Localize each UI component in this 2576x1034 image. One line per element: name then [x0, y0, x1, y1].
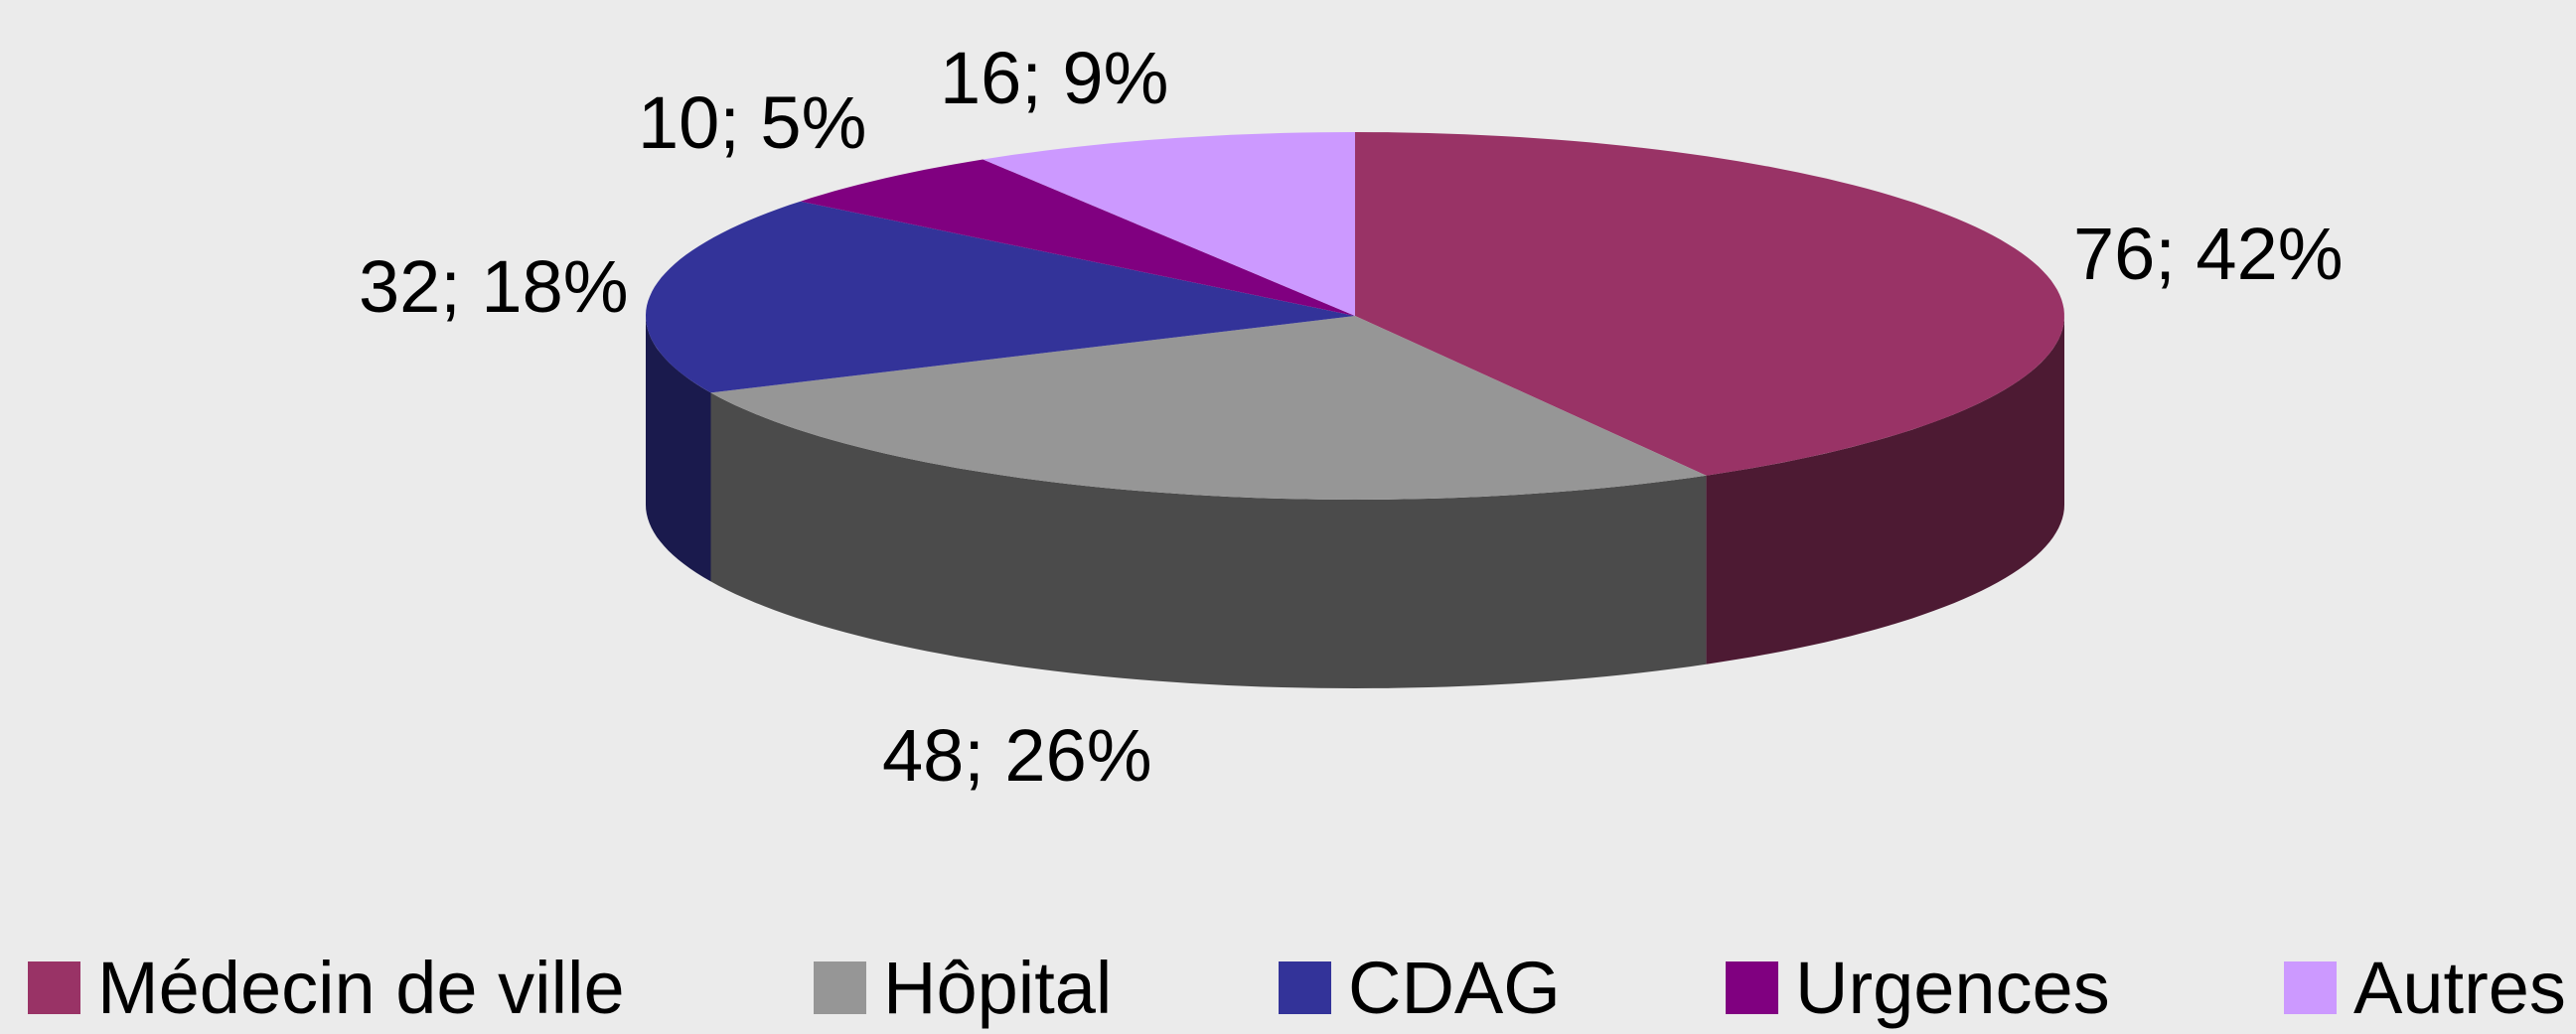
data-label: 32; 18%: [359, 245, 629, 328]
slice: [710, 316, 1707, 500]
data-label: 10; 5%: [638, 81, 866, 164]
legend-swatch: [2284, 961, 2337, 1014]
data-label: 48; 26%: [882, 714, 1152, 797]
data-label: 76; 42%: [2073, 213, 2344, 295]
slice-side: [646, 316, 711, 582]
legend-label: Médecin de ville: [97, 947, 625, 1029]
data-label: 16; 9%: [940, 37, 1168, 119]
legend-label: Autres: [2353, 947, 2566, 1029]
legend-label: CDAG: [1348, 947, 1561, 1029]
legend-swatch: [814, 961, 866, 1014]
slice: [800, 159, 1355, 316]
legend-label: Urgences: [1795, 947, 2110, 1029]
slice: [1355, 132, 2064, 476]
legend-swatch: [1279, 961, 1331, 1014]
slice-side: [1706, 316, 2064, 665]
legend-swatch: [1726, 961, 1778, 1014]
slice-side: [710, 392, 1707, 688]
legend-label: Hôpital: [883, 947, 1112, 1029]
slice: [646, 201, 1355, 393]
legend-swatch: [28, 961, 80, 1014]
slice: [983, 132, 1355, 316]
